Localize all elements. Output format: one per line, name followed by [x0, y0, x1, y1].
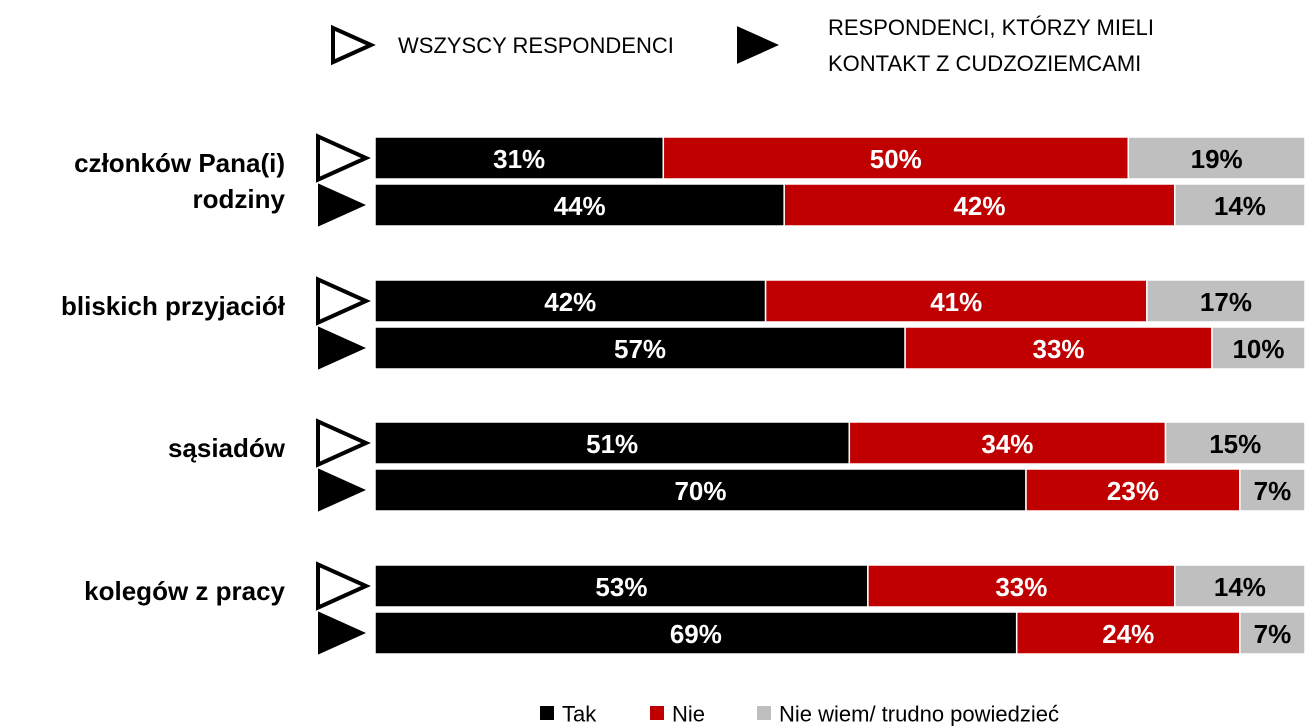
legend-label: Nie wiem/ trudno powiedzieć [779, 702, 1059, 727]
category-label: sąsiadów [167, 433, 285, 463]
legend-swatch [757, 706, 771, 720]
bar-segment [1015, 611, 1241, 655]
value-label: 42% [953, 191, 1005, 221]
value-label: 19% [1191, 144, 1243, 174]
bar-segment [783, 183, 1176, 227]
bar-segment [374, 279, 767, 323]
bar-segment [1127, 136, 1306, 180]
bar-segment [1174, 183, 1306, 227]
value-label: 17% [1200, 287, 1252, 317]
value-label: 15% [1209, 429, 1261, 459]
value-label: 23% [1107, 476, 1159, 506]
bar-segment [374, 326, 906, 370]
marker-open [331, 24, 376, 66]
value-label: 7% [1254, 619, 1292, 649]
bar-segment [1146, 279, 1306, 323]
legend-label: Tak [562, 702, 597, 727]
value-label: 33% [1033, 334, 1085, 364]
bar-segment [1239, 468, 1306, 512]
bar-segment [848, 421, 1167, 465]
bar-segment [662, 136, 1130, 180]
marker-filled [318, 611, 366, 655]
value-label: 41% [930, 287, 982, 317]
marker-filled [318, 468, 366, 512]
legend-label: WSZYSCY RESPONDENCI [398, 33, 674, 58]
value-label: 31% [493, 144, 545, 174]
bar-segment [1025, 468, 1241, 512]
marker-filled [318, 326, 366, 370]
marker-open [316, 418, 371, 468]
bar-segment [1211, 326, 1306, 370]
value-label: 69% [670, 619, 722, 649]
value-label: 70% [674, 476, 726, 506]
value-label: 51% [586, 429, 638, 459]
bar-segment [1174, 564, 1306, 608]
bar-segment [867, 564, 1176, 608]
bar-segment [374, 468, 1027, 512]
value-label: 34% [981, 429, 1033, 459]
category-label: członków Pana(i) rodziny [74, 148, 285, 214]
legend-swatch [650, 706, 664, 720]
bar-segment [374, 564, 869, 608]
value-label: 33% [995, 572, 1047, 602]
marker-open [316, 133, 371, 183]
bar-segment [764, 279, 1148, 323]
value-label: 7% [1254, 476, 1292, 506]
value-label: 57% [614, 334, 666, 364]
bar-segment [1164, 421, 1306, 465]
category-label: kolegów z pracy [84, 576, 285, 606]
value-label: 44% [554, 191, 606, 221]
bar-segment [374, 136, 665, 180]
marker-filled [318, 183, 366, 227]
value-label: 53% [595, 572, 647, 602]
category-label: bliskich przyjaciół [61, 291, 285, 321]
bar-segment [374, 611, 1018, 655]
value-label: 10% [1232, 334, 1284, 364]
value-label: 14% [1214, 191, 1266, 221]
bar-segment [374, 421, 851, 465]
legend-label: RESPONDENCI, KTÓRZY MIELI KONTAKT Z CUDZ… [828, 15, 1154, 76]
value-label: 14% [1214, 572, 1266, 602]
marker-open [316, 276, 371, 326]
value-label: 42% [544, 287, 596, 317]
marker-open [316, 561, 371, 611]
value-label: 24% [1102, 619, 1154, 649]
bar-segment [1239, 611, 1306, 655]
legend-label: Nie [672, 702, 705, 727]
marker-filled [737, 26, 779, 64]
legend-swatch [540, 706, 554, 720]
value-label: 50% [870, 144, 922, 174]
